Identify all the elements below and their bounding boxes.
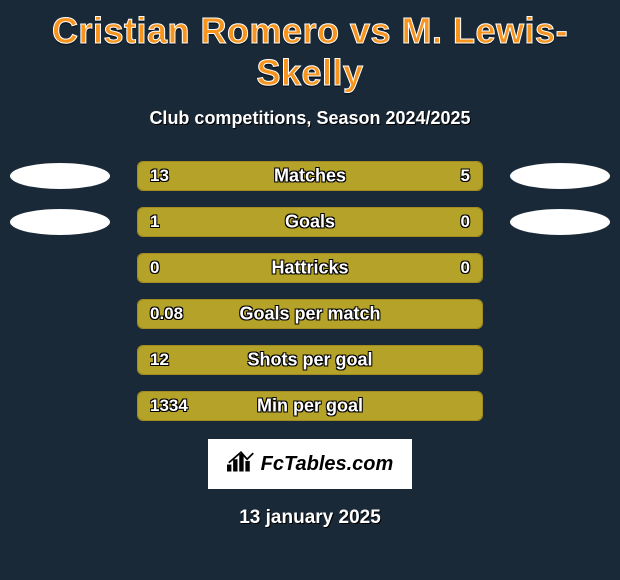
- stat-metric-label: Min per goal: [257, 396, 363, 417]
- stat-value-left: 1: [150, 212, 159, 232]
- stat-value-right: 0: [461, 212, 470, 232]
- stat-metric-label: Shots per goal: [247, 350, 372, 371]
- stat-value-right: 5: [461, 166, 470, 186]
- stat-metric-label: Matches: [274, 166, 346, 187]
- stat-bar: 0.08 Goals per match: [137, 299, 483, 329]
- stat-value-right: 0: [461, 258, 470, 278]
- stat-metric-label: Goals per match: [239, 304, 380, 325]
- stat-row: 1334 Min per goal: [0, 391, 620, 421]
- stat-value-left: 1334: [150, 396, 188, 416]
- stat-rows: 13 5 Matches 1 0 Goals 0 0 Hattricks 0.08 Goals pe…: [0, 161, 620, 421]
- date-text: 13 january 2025: [0, 507, 620, 529]
- bar-fill-left: [138, 162, 386, 190]
- stat-value-left: 0.08: [150, 304, 183, 324]
- player-left-ellipse: [10, 163, 110, 189]
- stat-metric-label: Hattricks: [271, 258, 348, 279]
- stat-bar: 13 5 Matches: [137, 161, 483, 191]
- page-title: Cristian Romero vs M. Lewis-Skelly: [0, 0, 620, 94]
- player-left-ellipse: [10, 209, 110, 235]
- stat-metric-label: Goals: [285, 212, 335, 233]
- bar-fill-left: [138, 208, 396, 236]
- stat-row: 13 5 Matches: [0, 161, 620, 191]
- stat-value-left: 12: [150, 350, 169, 370]
- stat-bar: 1334 Min per goal: [137, 391, 483, 421]
- stat-row: 0 0 Hattricks: [0, 253, 620, 283]
- stat-row: 0.08 Goals per match: [0, 299, 620, 329]
- stat-bar: 1 0 Goals: [137, 207, 483, 237]
- stat-row: 12 Shots per goal: [0, 345, 620, 375]
- stat-bar: 0 0 Hattricks: [137, 253, 483, 283]
- stat-row: 1 0 Goals: [0, 207, 620, 237]
- logo-label: FcTables.com: [261, 453, 394, 476]
- fctables-icon: [227, 449, 255, 479]
- player-right-ellipse: [510, 209, 610, 235]
- stat-bar: 12 Shots per goal: [137, 345, 483, 375]
- subtitle: Club competitions, Season 2024/2025: [0, 108, 620, 129]
- player-right-ellipse: [510, 163, 610, 189]
- logo-card: FcTables.com: [208, 439, 412, 489]
- stat-value-left: 13: [150, 166, 169, 186]
- stat-value-left: 0: [150, 258, 159, 278]
